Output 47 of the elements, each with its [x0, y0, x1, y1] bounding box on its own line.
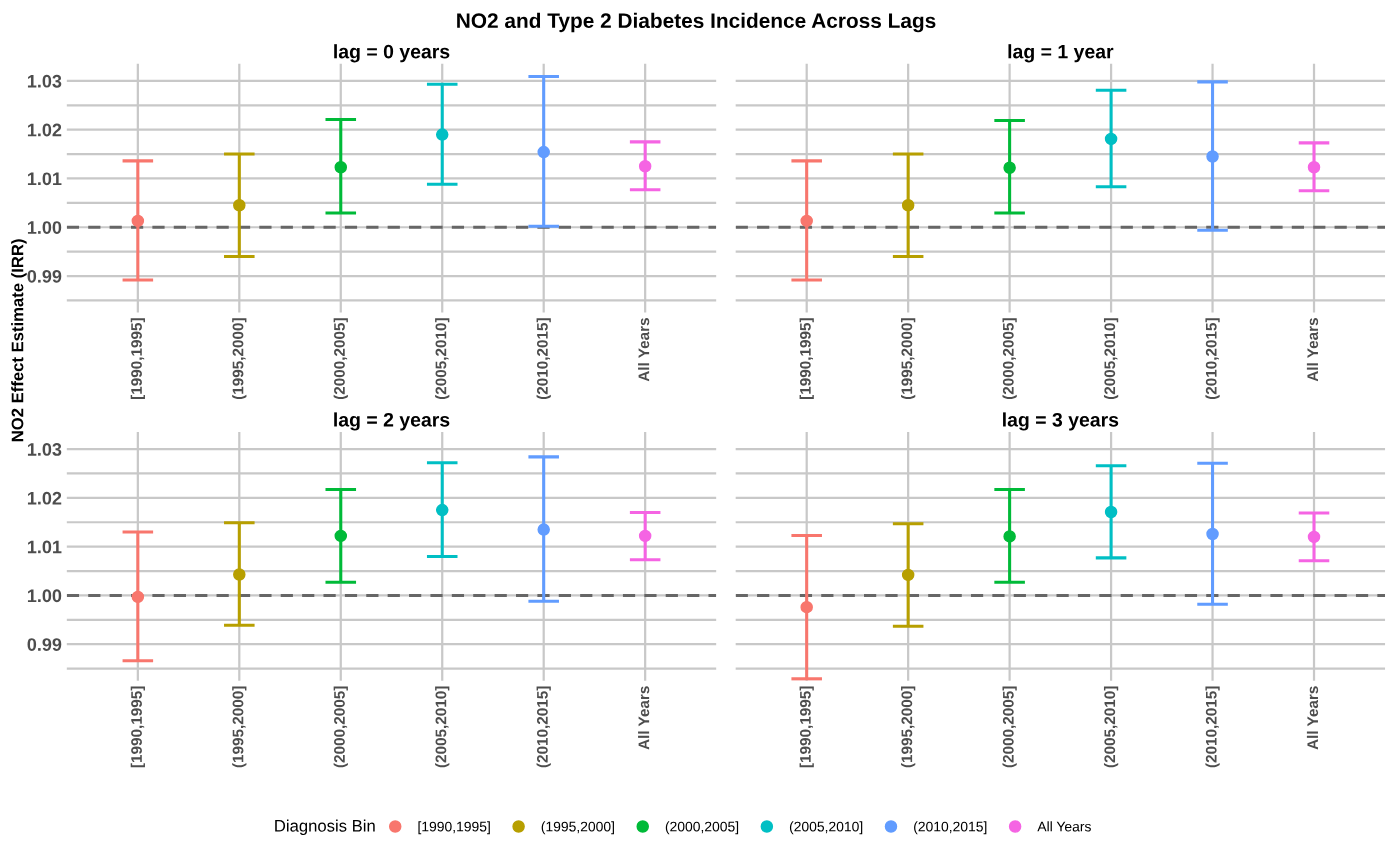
x-tick-label: All Years: [638, 686, 650, 750]
x-tick-label: (2005,2010]: [1103, 318, 1119, 400]
y-tick-label: 1.02: [27, 123, 62, 137]
x-tick-label: (1995,2000]: [232, 686, 247, 768]
y-axis-title: NO2 Effect Estimate (IRR): [11, 239, 27, 442]
x-tick-label: [1990,1995]: [130, 686, 145, 768]
x-tick-label: (2000,2005]: [333, 318, 348, 400]
chart-title: lag = 1 year: [1008, 44, 1114, 63]
legend-title: Diagnosis Bin: [275, 819, 375, 836]
x-tick-label: (2005,2010]: [435, 686, 450, 768]
x-tick-label: (2010,2015]: [1205, 686, 1220, 768]
legend-label: (2010,2015]: [914, 821, 987, 835]
x-tick-label: (1995,2000]: [901, 318, 916, 400]
x-tick-label: (2000,2005]: [1002, 686, 1017, 768]
legend-label: (1995,2000]: [541, 821, 614, 835]
legend-label: (2000,2005]: [665, 821, 739, 835]
x-tick-label: (2000,2005]: [333, 686, 348, 768]
x-tick-label: [1990,1995]: [799, 318, 814, 399]
x-tick-label: (2005,2010]: [1103, 686, 1119, 768]
y-tick-label: 1.01: [27, 540, 62, 554]
legend-label: All Years: [1037, 821, 1091, 832]
x-tick-label: (2000,2005]: [1002, 318, 1017, 400]
x-tick-label: (2010,2015]: [536, 686, 551, 768]
legend-label: (2005,2010]: [789, 821, 863, 835]
y-tick-label: 1.02: [27, 491, 62, 505]
text: NO2 and Type 2 Diabetes Incidence Across Lags: [457, 12, 936, 33]
x-tick-label: All Years: [638, 318, 650, 382]
x-tick-label: (1995,2000]: [901, 686, 916, 768]
chart-title: lag = 2 years: [334, 412, 450, 431]
chart-title: lag = 0 years: [334, 44, 450, 63]
y-tick-label: 1.00: [27, 589, 62, 603]
x-tick-label: [1990,1995]: [799, 686, 814, 768]
chart-title: lag = 3 years: [1003, 412, 1119, 431]
y-tick-label: 1.00: [27, 221, 62, 234]
x-tick-label: All Years: [1306, 318, 1319, 382]
x-tick-label: (2010,2015]: [536, 318, 551, 400]
x-tick-label: All Years: [1306, 686, 1319, 750]
x-tick-label: (2005,2010]: [435, 318, 450, 400]
x-tick-label: (1995,2000]: [232, 318, 247, 400]
legend-label: [1990,1995]: [418, 821, 490, 835]
y-tick-label: 1.03: [27, 443, 62, 456]
y-tick-label: 0.99: [27, 638, 62, 651]
x-tick-label: (2010,2015]: [1205, 318, 1220, 400]
y-tick-label: 0.99: [27, 269, 62, 283]
y-tick-label: 1.01: [27, 172, 62, 186]
y-tick-label: 1.03: [27, 74, 62, 88]
x-tick-label: [1990,1995]: [130, 318, 145, 399]
